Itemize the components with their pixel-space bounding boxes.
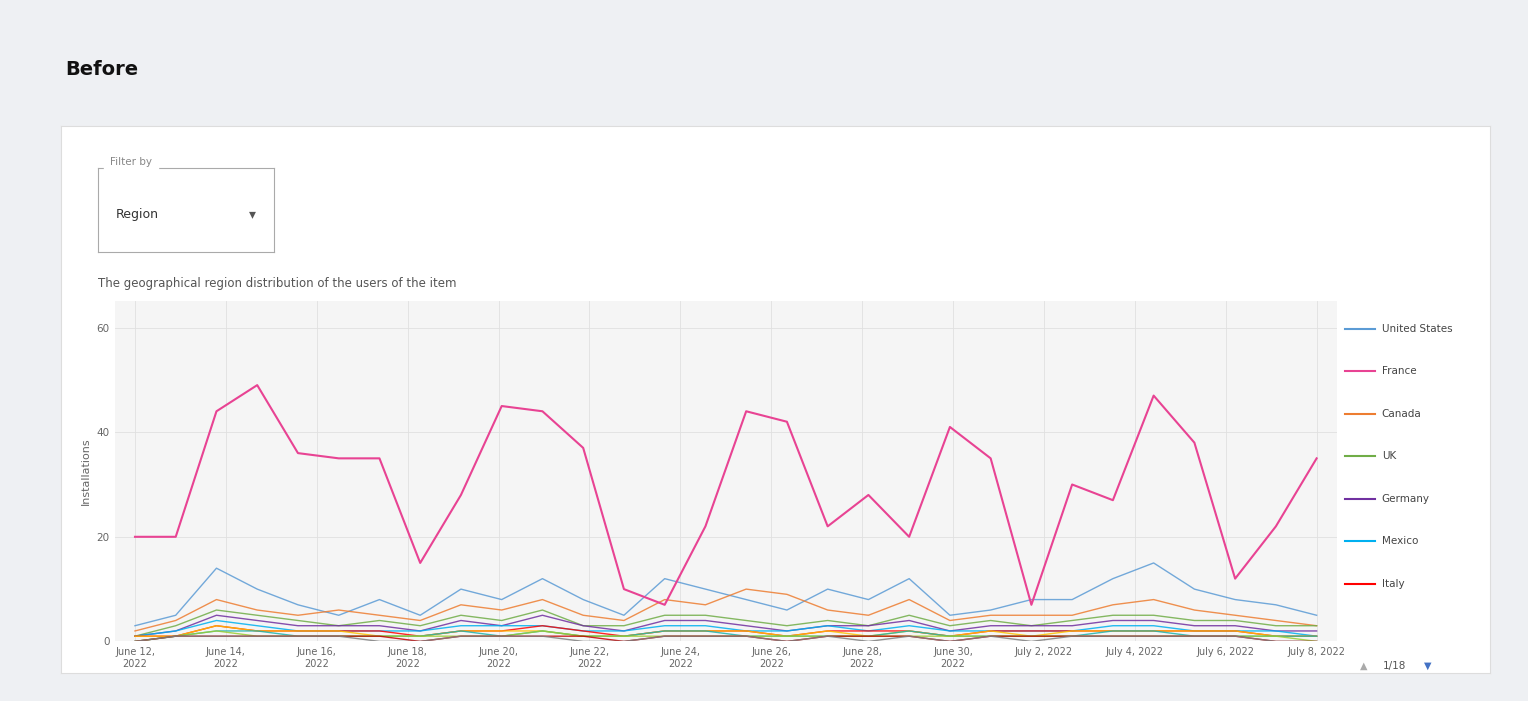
Text: Filter by: Filter by: [110, 157, 151, 167]
Text: UK: UK: [1381, 451, 1397, 461]
Text: Germany: Germany: [1381, 494, 1430, 503]
Text: Before: Before: [66, 60, 139, 79]
Text: France: France: [1381, 366, 1416, 376]
Text: ▾: ▾: [249, 207, 255, 222]
Text: Italy: Italy: [1381, 578, 1404, 589]
Y-axis label: Installations: Installations: [81, 437, 92, 505]
Text: Canada: Canada: [1381, 409, 1421, 418]
Text: Mexico: Mexico: [1381, 536, 1418, 546]
Text: United States: United States: [1381, 324, 1453, 334]
Text: ▲: ▲: [1360, 661, 1368, 671]
Text: ▼: ▼: [1424, 661, 1432, 671]
Text: 1/18: 1/18: [1383, 661, 1406, 671]
Text: Region: Region: [116, 208, 159, 221]
Text: The geographical region distribution of the users of the item: The geographical region distribution of …: [98, 277, 457, 290]
